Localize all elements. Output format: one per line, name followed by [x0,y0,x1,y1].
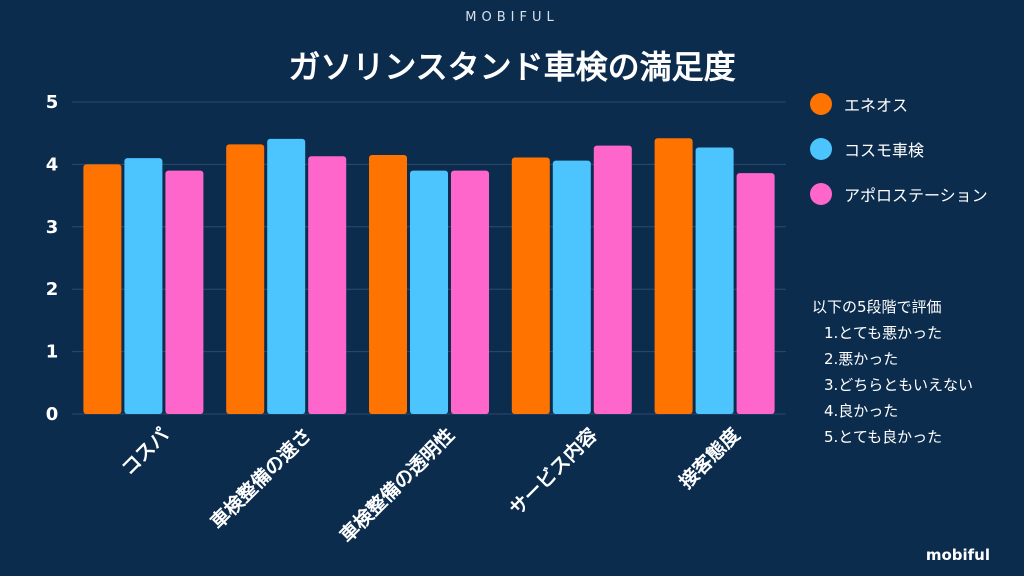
note-item: 2.悪かった [824,350,899,368]
rating-scale-note: 以下の5段階で評価 1.とても悪かった 2.悪かった 3.どちらともいえない 4… [812,294,973,450]
x-category-label: 車検整備の速さ [206,423,316,533]
bar [695,147,734,414]
y-tick-label: 3 [46,217,59,238]
chart-title: ガソリンスタンド車検の満足度 [288,48,736,86]
bar [451,170,489,414]
bar [410,170,448,414]
legend-label: エネオス [844,96,909,115]
legend-item-cosmo: コスモ車検 [810,135,988,163]
y-tick-label: 4 [46,154,59,175]
note-item: 3.どちらともいえない [824,376,974,394]
x-category-label: コスパ [117,424,173,480]
legend-swatch-icon [810,183,832,205]
x-category-label: 接客態度 [675,423,746,494]
note-item: 5.とても良かった [824,428,943,446]
note-heading: 以下の5段階で評価 [812,298,942,316]
y-tick-label: 2 [46,279,59,300]
bar [124,158,163,414]
bar [736,173,775,414]
x-category-label: サービス内容 [505,423,602,520]
bar [511,157,550,414]
brand-footer: mobiful [925,546,990,564]
bar [83,164,122,414]
legend-item-eneos: エネオス [810,90,988,118]
y-tick-label: 0 [46,404,59,425]
bar [267,138,306,415]
legend-swatch-icon [810,138,832,160]
bar [654,138,693,414]
note-item: 1.とても悪かった [824,324,943,342]
bar-chart: 0 1 2 3 4 5 コスパ 車検整備の速さ 車検整備の透明性 サービス内容 接客態度 [46,92,786,547]
y-tick-label: 5 [46,92,59,113]
bar [369,155,407,415]
legend: エネオス コスモ車検 アポロステーション [810,90,988,225]
x-category-label: 車検整備の透明性 [335,423,459,547]
bar [226,144,265,414]
bar [593,145,632,414]
bar [308,156,347,414]
legend-label: アポロステーション [844,186,988,205]
note-item: 4.良かった [824,402,899,420]
bar [552,160,591,414]
brand-header: MOBIFUL [465,10,559,25]
legend-label: コスモ車検 [844,141,925,160]
bar [165,170,204,414]
y-tick-label: 1 [46,342,59,363]
legend-item-apollo: アポロステーション [810,180,988,208]
legend-swatch-icon [810,93,832,115]
